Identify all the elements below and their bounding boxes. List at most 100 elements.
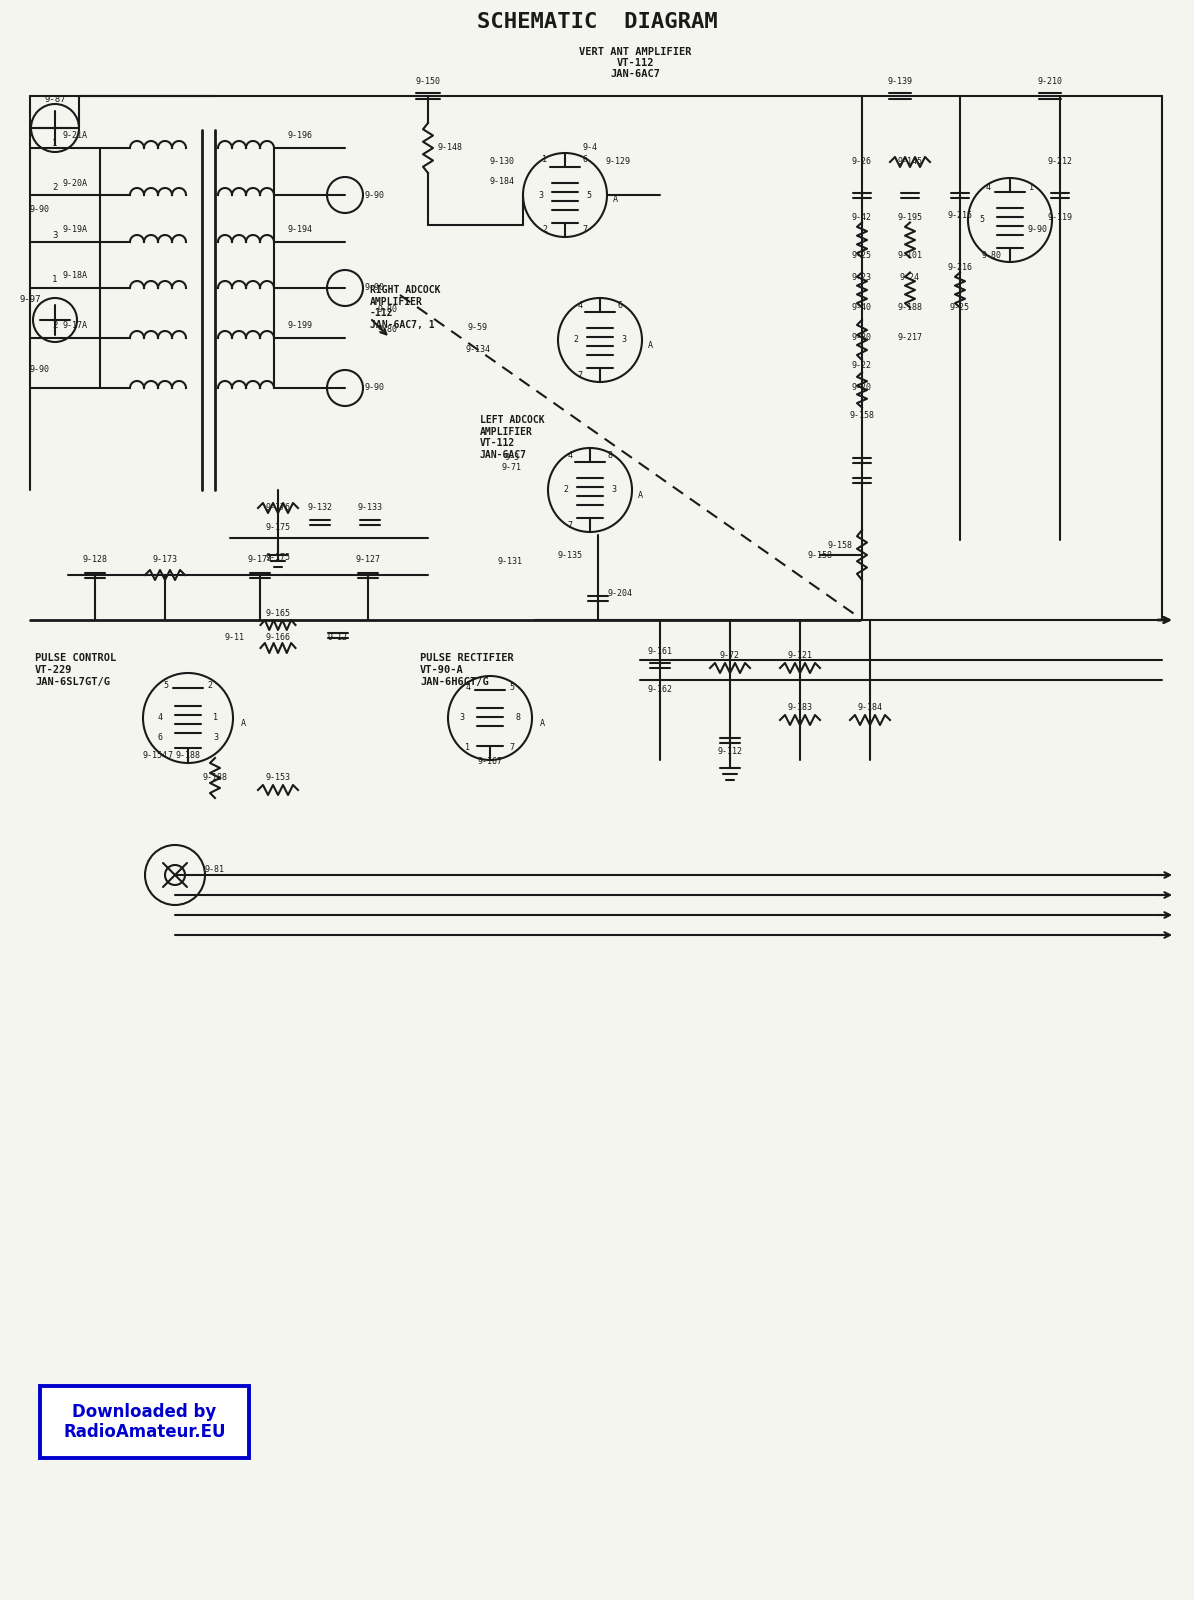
Text: 9-24: 9-24 — [900, 274, 921, 283]
Text: 5: 5 — [586, 190, 591, 200]
Text: 9-188: 9-188 — [176, 750, 201, 760]
Text: 3: 3 — [53, 230, 57, 240]
Text: 9-3: 9-3 — [505, 453, 519, 462]
Text: LEFT ADCOCK
AMPLIFIER
VT-112
JAN-6AC7: LEFT ADCOCK AMPLIFIER VT-112 JAN-6AC7 — [480, 414, 544, 459]
Text: 9-30: 9-30 — [853, 333, 872, 342]
Text: 9-90: 9-90 — [365, 283, 384, 293]
Text: 9-199: 9-199 — [288, 322, 313, 331]
Text: 9-40: 9-40 — [853, 304, 872, 312]
Text: 9-17A: 9-17A — [62, 322, 87, 331]
Text: 9-101: 9-101 — [898, 251, 923, 259]
Text: 9-90: 9-90 — [365, 384, 384, 392]
Text: 9-153: 9-153 — [265, 773, 290, 782]
Text: 9-154: 9-154 — [142, 750, 167, 760]
Text: 9-90: 9-90 — [30, 205, 50, 214]
Text: VT-112: VT-112 — [616, 58, 654, 67]
Text: 9-112: 9-112 — [718, 747, 743, 757]
Text: 2: 2 — [542, 226, 548, 235]
Text: 9-59: 9-59 — [468, 323, 488, 333]
Text: 9-165: 9-165 — [265, 610, 290, 619]
Text: 9-128: 9-128 — [82, 555, 107, 565]
Text: 3: 3 — [611, 485, 616, 494]
Text: JAN-6AC7: JAN-6AC7 — [610, 69, 660, 78]
Text: 9-216: 9-216 — [948, 264, 972, 272]
Text: 9-130: 9-130 — [490, 157, 515, 166]
Text: 9-175: 9-175 — [265, 523, 290, 533]
Text: 4: 4 — [985, 184, 991, 192]
Text: A: A — [540, 718, 544, 728]
Text: A: A — [240, 718, 246, 728]
Text: 4: 4 — [466, 683, 470, 693]
Text: 9-90: 9-90 — [30, 365, 50, 374]
Text: 9-81: 9-81 — [205, 866, 224, 875]
Text: 6: 6 — [617, 301, 622, 309]
Text: 9-194: 9-194 — [288, 226, 313, 235]
Text: 6: 6 — [583, 155, 587, 165]
Text: 9-97: 9-97 — [19, 296, 41, 304]
Text: 9-119: 9-119 — [1047, 213, 1072, 222]
Text: PULSE RECTIFIER: PULSE RECTIFIER — [420, 653, 513, 662]
Text: 9-87: 9-87 — [44, 96, 66, 104]
Text: Downloaded by
RadioAmateur.EU: Downloaded by RadioAmateur.EU — [63, 1403, 226, 1442]
Text: VERT ANT AMPLIFIER: VERT ANT AMPLIFIER — [579, 46, 691, 58]
Text: 9-121: 9-121 — [788, 651, 812, 659]
Text: 9-11: 9-11 — [224, 634, 245, 643]
Text: 9-166: 9-166 — [265, 634, 290, 643]
Text: 6: 6 — [158, 733, 162, 742]
Text: 9-184: 9-184 — [490, 178, 515, 187]
Text: 9-161: 9-161 — [647, 648, 672, 656]
Text: 9-173: 9-173 — [153, 555, 178, 565]
Text: 4: 4 — [567, 451, 572, 459]
Text: 9-25: 9-25 — [853, 251, 872, 259]
Text: VT-229: VT-229 — [35, 666, 73, 675]
Text: 9-72: 9-72 — [720, 651, 740, 659]
Text: 9-195: 9-195 — [898, 213, 923, 222]
Text: 9-80: 9-80 — [378, 325, 398, 334]
Text: 5: 5 — [510, 683, 515, 693]
Text: 9-148: 9-148 — [437, 144, 462, 152]
Text: 9-4: 9-4 — [583, 144, 597, 152]
Text: 9-183: 9-183 — [788, 704, 812, 712]
Text: 9-133: 9-133 — [357, 504, 382, 512]
Text: 9-22: 9-22 — [853, 360, 872, 370]
Text: 4: 4 — [158, 714, 162, 723]
Text: 7: 7 — [510, 744, 515, 752]
Text: 9-215: 9-215 — [948, 211, 972, 219]
Text: 1: 1 — [53, 275, 57, 285]
Text: 9-139: 9-139 — [887, 77, 912, 86]
Text: JAN-6SL7GT/G: JAN-6SL7GT/G — [35, 677, 110, 686]
Text: 2: 2 — [53, 184, 57, 192]
Text: 9-184: 9-184 — [857, 704, 882, 712]
Text: 9-19A: 9-19A — [62, 226, 87, 235]
Text: 1: 1 — [466, 744, 470, 752]
Text: 1: 1 — [53, 139, 57, 147]
Text: 9-174: 9-174 — [247, 555, 272, 565]
Text: 9-150: 9-150 — [416, 77, 441, 86]
Text: 7: 7 — [583, 226, 587, 235]
Text: 9-127: 9-127 — [356, 555, 381, 565]
Text: 9-188: 9-188 — [898, 304, 923, 312]
Text: 2: 2 — [208, 682, 213, 691]
Text: A: A — [647, 341, 652, 349]
Text: 9-80: 9-80 — [981, 251, 1002, 259]
Text: A: A — [613, 195, 617, 205]
Text: 7: 7 — [578, 371, 583, 379]
Text: 9-26: 9-26 — [853, 157, 872, 166]
Text: 3: 3 — [538, 190, 543, 200]
Text: 4: 4 — [578, 301, 583, 309]
Text: PULSE CONTROL: PULSE CONTROL — [35, 653, 116, 662]
Text: JAN-6H6GT/G: JAN-6H6GT/G — [420, 677, 488, 686]
Text: 9-18A: 9-18A — [62, 272, 87, 280]
Text: 9-20: 9-20 — [853, 384, 872, 392]
Text: 9-212: 9-212 — [1047, 157, 1072, 166]
Text: 2: 2 — [573, 336, 579, 344]
Text: 7: 7 — [167, 752, 172, 760]
Text: 3: 3 — [460, 714, 464, 723]
FancyBboxPatch shape — [41, 1386, 250, 1458]
Text: 9-158: 9-158 — [807, 550, 832, 560]
Text: 9-204: 9-204 — [608, 589, 633, 598]
Text: 9-20A: 9-20A — [62, 179, 87, 187]
Text: 9-175: 9-175 — [265, 554, 290, 563]
Text: 5: 5 — [979, 216, 985, 224]
Text: A: A — [638, 491, 642, 499]
